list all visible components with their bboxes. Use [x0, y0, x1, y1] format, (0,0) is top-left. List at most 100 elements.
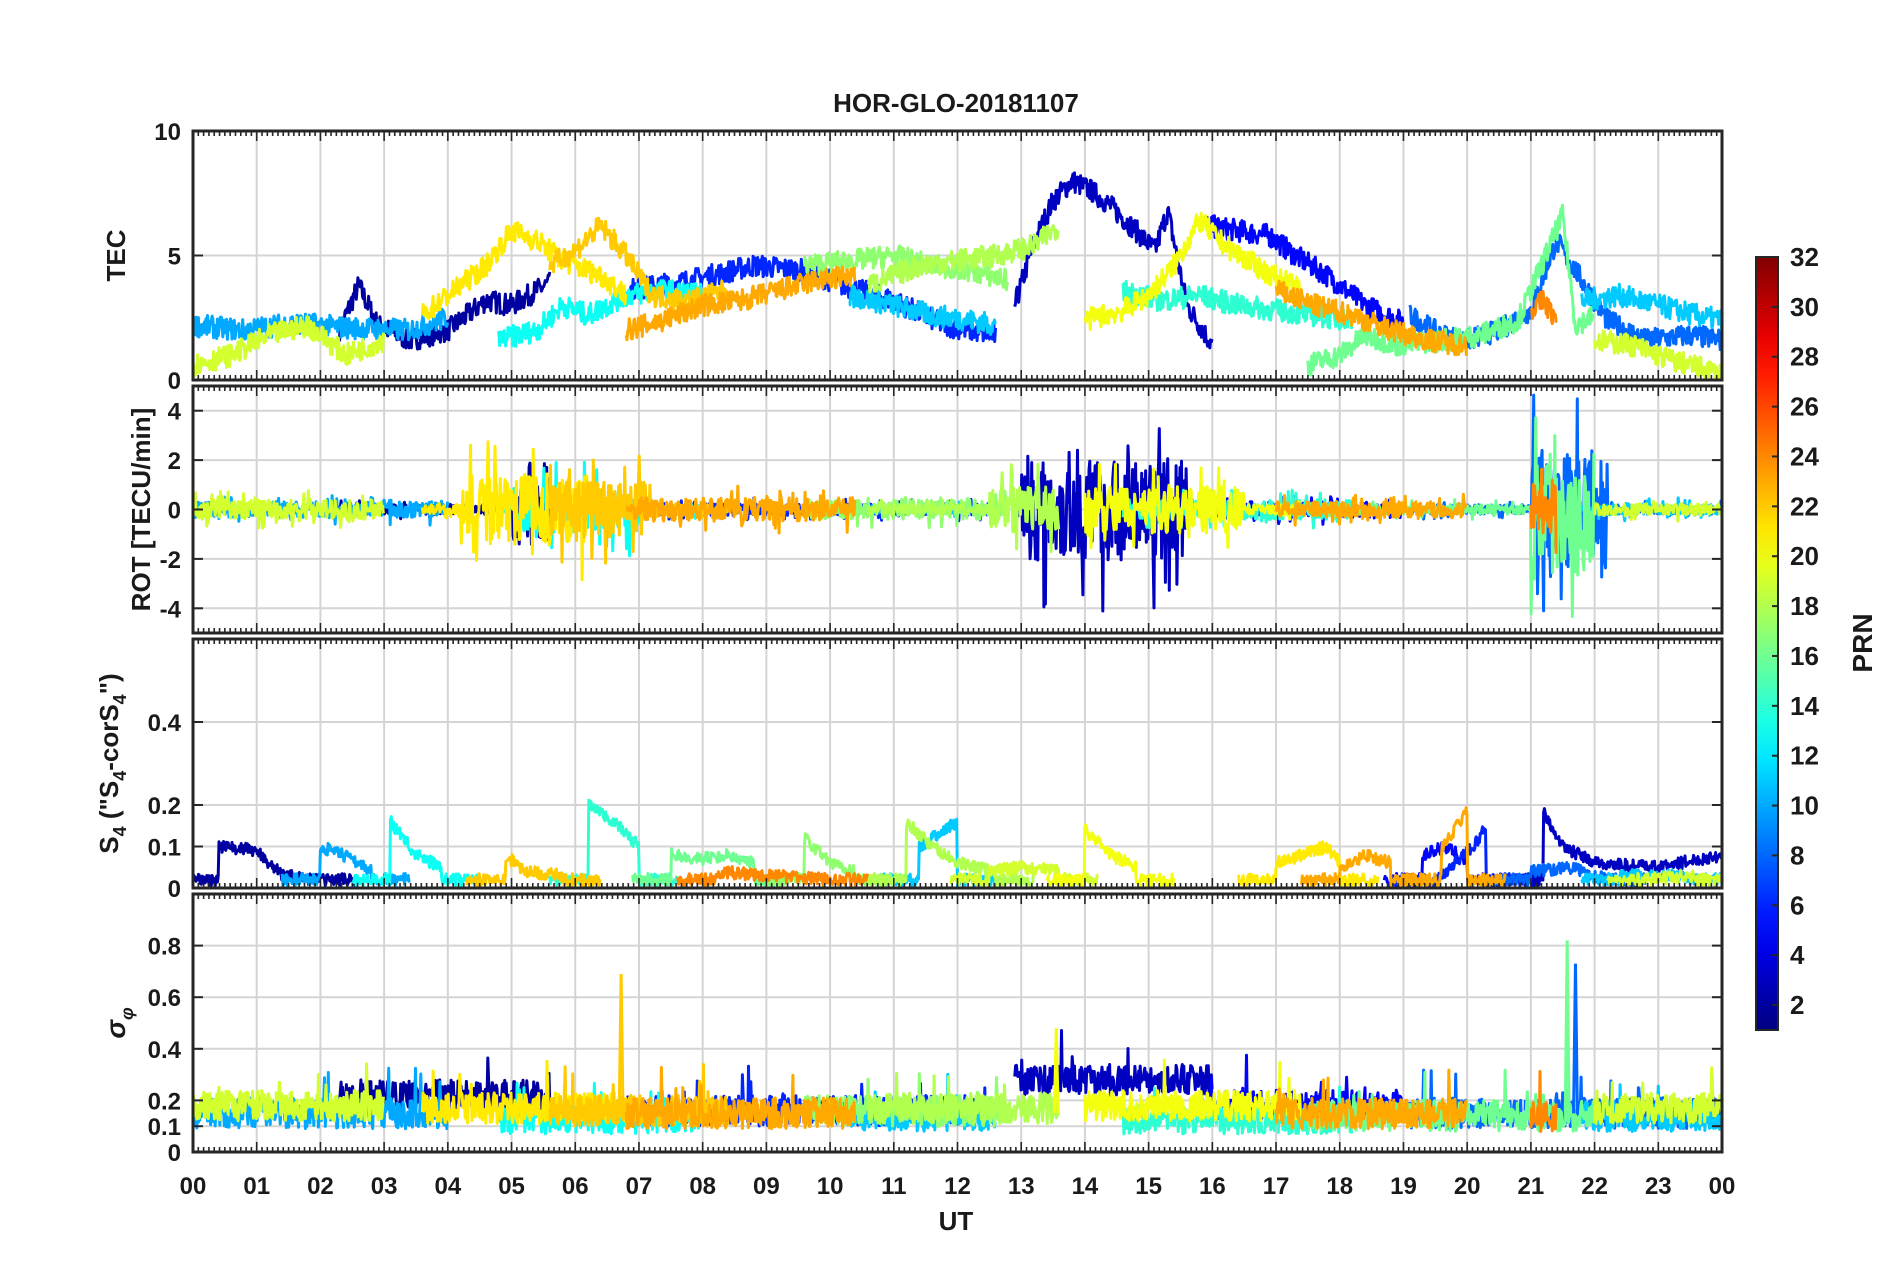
x-tick-label: 10 [817, 1173, 844, 1200]
colorbar-tick-label: 8 [1790, 840, 1804, 870]
series-line-prn-24 [676, 865, 869, 888]
x-tick-label: 23 [1645, 1173, 1672, 1200]
y-tick-label: 0.8 [148, 934, 181, 961]
sigma-phi-spike [1563, 940, 1571, 1114]
colorbar-tick-label: 12 [1790, 741, 1819, 771]
series-line-prn-13 [351, 815, 481, 888]
series-line-prn-13 [497, 279, 704, 348]
colorbar-tick-label: 20 [1790, 541, 1819, 571]
colorbar-tick-label: 10 [1790, 791, 1819, 821]
series-line-prn-18 [866, 462, 1061, 554]
y-tick-label: 0 [168, 1140, 181, 1167]
x-tick-label: 18 [1326, 1173, 1353, 1200]
series-line-prn-18 [866, 224, 1061, 294]
x-tick-label: 20 [1454, 1173, 1481, 1200]
x-tick-label: 13 [1008, 1173, 1035, 1200]
y-axis-label: ROT [TECU/min] [126, 408, 156, 612]
panel-rot: -4 -2 0 2 4 ROT [TECU/min] [126, 384, 1724, 635]
series-group [193, 171, 1722, 380]
series-line-prn-23 [1274, 1068, 1468, 1131]
series-line-prn-11 [848, 284, 997, 336]
colorbar-tick-label: 26 [1790, 392, 1819, 422]
y-tick-label: 4 [168, 399, 182, 426]
series-line-prn-21 [1237, 840, 1380, 888]
x-tick-label: 19 [1390, 1173, 1417, 1200]
x-tick-label: 02 [307, 1173, 334, 1200]
series-line-prn-24 [1530, 289, 1558, 326]
colorbar-label: PRN [1847, 613, 1878, 672]
y-tick-label: 0 [168, 876, 181, 903]
series-line-prn-22 [465, 853, 602, 888]
y-tick-label: -2 [160, 547, 181, 574]
x-axis-label: UT [939, 1206, 974, 1236]
series-line-prn-24 [1529, 467, 1558, 554]
x-tick-label: 14 [1072, 1173, 1099, 1200]
colorbar-tick-label: 24 [1790, 441, 1819, 471]
series-line-prn-23 [1300, 849, 1430, 887]
series-line-prn-21 [420, 221, 628, 320]
series-group [193, 940, 1722, 1136]
series-line-prn-20 [1045, 823, 1176, 888]
x-tick-label: 21 [1518, 1173, 1545, 1200]
y-tick-label: 10 [154, 119, 181, 146]
sigma-phi-spike [1052, 1028, 1060, 1114]
x-tick-label: 15 [1135, 1173, 1162, 1200]
colorbar-tick-label: 32 [1790, 242, 1819, 272]
x-tick-label: 08 [689, 1173, 716, 1200]
y-axis-label: TEC [101, 229, 131, 281]
x-tick-label: 05 [498, 1173, 525, 1200]
series-line-prn-16 [631, 847, 794, 888]
series-line-prn-24 [1529, 1070, 1558, 1133]
y-tick-label: 0 [168, 368, 181, 395]
series-line-prn-14 [1121, 279, 1354, 331]
series-line-prn-23 [1274, 279, 1468, 357]
x-tick-label: 07 [626, 1173, 653, 1200]
series-line-prn-19 [193, 315, 385, 378]
series-line-prn-5 [1204, 214, 1405, 331]
series-line-prn-3 [1503, 807, 1722, 888]
y-tick-label: 0 [168, 498, 181, 525]
y-tick-label: 0.1 [148, 835, 181, 862]
series-line-prn-18 [866, 1071, 1061, 1125]
series-line-prn-11 [1580, 282, 1722, 332]
y-tick-label: 2 [168, 448, 181, 475]
sigma-phi-spike [617, 973, 625, 1114]
x-tick-label: 06 [562, 1173, 589, 1200]
series-line-prn-20 [1083, 462, 1303, 550]
series-group [193, 798, 1722, 888]
series-line-prn-23 [624, 1066, 857, 1131]
x-tick-label: 12 [944, 1173, 971, 1200]
colorbar-tick-label: 2 [1790, 990, 1804, 1020]
colorbar-tick-label: 14 [1790, 691, 1819, 721]
series-line-prn-2 [193, 840, 360, 888]
x-tick-label: 22 [1581, 1173, 1608, 1200]
x-tick-label: 09 [753, 1173, 780, 1200]
x-tick-label: 00 [180, 1173, 207, 1200]
y-tick-label: 0.1 [148, 1114, 181, 1141]
sigma-phi-spike [1572, 963, 1579, 1114]
x-tick-label: 03 [371, 1173, 398, 1200]
x-tick-label: 00 [1709, 1173, 1736, 1200]
y-tick-label: 0.6 [148, 985, 181, 1012]
y-tick-label: 0.4 [148, 1037, 182, 1064]
series-line-prn-3 [1013, 171, 1214, 350]
colorbar-tick-label: 28 [1790, 342, 1819, 372]
series-line-prn-23 [625, 484, 857, 535]
series-line-prn-23 [624, 265, 857, 342]
x-tick-label: 04 [434, 1173, 461, 1200]
series-line-prn-19 [1593, 1066, 1722, 1125]
y-tick-label: 5 [168, 244, 181, 271]
series-line-prn-19 [1593, 329, 1722, 380]
y-tick-label: 0.2 [148, 793, 181, 820]
y-axis-label: S4 ("S4-corS4") [94, 673, 130, 853]
x-tick-label: 01 [243, 1173, 270, 1200]
panel-s4: 0 0.1 0.2 0.4 S4 ("S4-corS4") [94, 637, 1724, 903]
series-line-prn-19 [1606, 869, 1722, 888]
colorbar-gradient [1755, 256, 1779, 1031]
colorbar-tick-label: 30 [1790, 292, 1819, 322]
series-line-prn-19 [193, 489, 385, 530]
colorbar-tick-label: 4 [1790, 940, 1805, 970]
x-tick-label: 17 [1263, 1173, 1290, 1200]
